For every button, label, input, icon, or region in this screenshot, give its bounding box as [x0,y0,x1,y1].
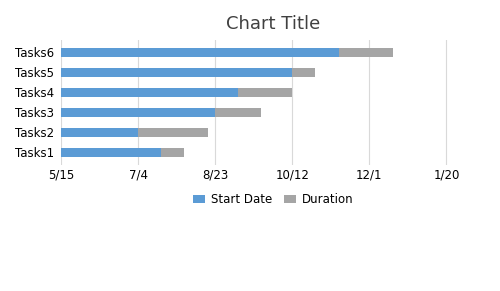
Bar [61,48,338,57]
Bar [61,88,238,97]
Bar [215,108,262,117]
Bar [338,48,392,57]
Bar [61,148,162,157]
Bar [162,148,184,157]
Title: Chart Title: Chart Title [226,15,320,33]
Bar [138,128,207,137]
Bar [238,88,292,97]
Bar [61,128,138,137]
Bar [292,68,316,77]
Legend: Start Date, Duration: Start Date, Duration [188,188,358,211]
Bar [61,68,292,77]
Bar [61,108,215,117]
